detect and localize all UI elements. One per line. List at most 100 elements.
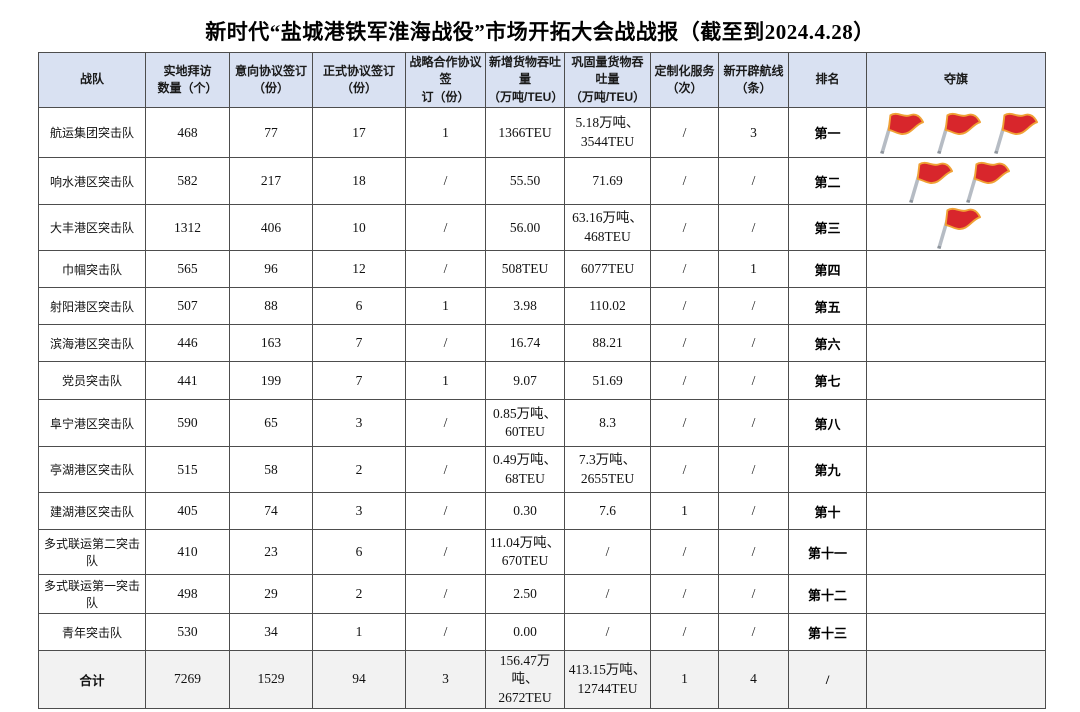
custom-service-cell: 1	[650, 492, 719, 531]
new-throughput-cell: 508TEU	[485, 250, 565, 289]
new-throughput-cell: 1366TEU	[485, 107, 565, 159]
red-flag-icon	[965, 161, 1010, 203]
strategic-cell: 3	[405, 650, 486, 709]
new-routes-cell: /	[718, 204, 789, 252]
strategic-cell: /	[405, 574, 486, 615]
rank-cell: 第九	[788, 446, 867, 494]
strategic-cell: 1	[405, 107, 486, 159]
rank-cell: 第十三	[788, 613, 867, 652]
formal-cell: 94	[312, 650, 406, 709]
consolidated-cell: 88.21	[564, 324, 651, 363]
custom-service-cell: 1	[650, 650, 719, 709]
visits-cell: 410	[145, 529, 230, 576]
intent-cell: 29	[229, 574, 313, 615]
team-cell: 巾帼突击队	[38, 250, 146, 289]
consolidated-cell: 7.3万吨、 2655TEU	[564, 446, 651, 494]
column-header-5: 新增货物吞吐量 （万吨/TEU）	[485, 51, 565, 109]
team-cell: 亭湖港区突击队	[38, 446, 146, 494]
team-cell: 大丰港区突击队	[38, 204, 146, 252]
intent-cell: 96	[229, 250, 313, 289]
intent-cell: 88	[229, 287, 313, 326]
table-body: 航运集团突击队 468 77 17 1 1366TEU 5.18万吨、 3544TEU/3 第…	[38, 107, 1046, 709]
formal-cell: 3	[312, 492, 406, 531]
flag-cell	[866, 399, 1046, 448]
visits-cell: 530	[145, 613, 230, 652]
red-flag-icon	[937, 208, 982, 250]
consolidated-cell: 110.02	[564, 287, 651, 326]
new-throughput-cell: 0.49万吨、 68TEU	[485, 446, 565, 494]
team-cell: 多式联运第二突击队	[38, 529, 146, 576]
table-row: 阜宁港区突击队 590 65 3/0.85万吨、 60TEU 8.3// 第八	[38, 399, 1046, 448]
consolidated-cell: /	[564, 574, 651, 615]
formal-cell: 6	[312, 529, 406, 576]
consolidated-cell: 71.69	[564, 157, 651, 206]
red-flag-icon	[908, 161, 953, 203]
flag-cell	[866, 324, 1046, 363]
rank-cell: 第十一	[788, 529, 867, 576]
visits-cell: 565	[145, 250, 230, 289]
consolidated-cell: 51.69	[564, 361, 651, 401]
new-throughput-cell: 2.50	[485, 574, 565, 615]
battle-report-table: 战队 实地拜访 数量（个） 意向协议签订 （份） 正式协议签订 （份） 战略合作协议签 …	[38, 51, 1046, 709]
new-routes-cell: /	[718, 157, 789, 206]
rank-cell: 第一	[788, 107, 867, 159]
team-cell: 阜宁港区突击队	[38, 399, 146, 448]
strategic-cell: 1	[405, 361, 486, 401]
new-routes-cell: /	[718, 361, 789, 401]
rank-cell: 第五	[788, 287, 867, 326]
column-header-1: 实地拜访 数量（个）	[145, 51, 230, 109]
strategic-cell: /	[405, 157, 486, 206]
table-row: 响水港区突击队 582 217 18/55.50 71.69// 第二	[38, 157, 1046, 206]
flag-cell	[866, 287, 1046, 326]
formal-cell: 17	[312, 107, 406, 159]
new-throughput-cell: 0.85万吨、 60TEU	[485, 399, 565, 448]
formal-cell: 3	[312, 399, 406, 448]
visits-cell: 590	[145, 399, 230, 448]
custom-service-cell: /	[650, 324, 719, 363]
column-header-10: 夺旗	[866, 51, 1046, 109]
report-title: 新时代“盐城港铁军淮海战役”市场开拓大会战战报（截至到2024.4.28）	[205, 20, 875, 44]
formal-cell: 12	[312, 250, 406, 289]
rank-cell: 第二	[788, 157, 867, 206]
consolidated-cell: 63.16万吨、 468TEU	[564, 204, 651, 252]
intent-cell: 34	[229, 613, 313, 652]
visits-cell: 515	[145, 446, 230, 494]
consolidated-cell: 6077TEU	[564, 250, 651, 289]
custom-service-cell: /	[650, 287, 719, 326]
intent-cell: 1529	[229, 650, 313, 709]
new-routes-cell: /	[718, 613, 789, 652]
intent-cell: 163	[229, 324, 313, 363]
strategic-cell: /	[405, 250, 486, 289]
flag-cell	[866, 574, 1046, 615]
rank-cell: 第八	[788, 399, 867, 448]
custom-service-cell: /	[650, 574, 719, 615]
flag-cell	[866, 650, 1046, 709]
team-cell: 青年突击队	[38, 613, 146, 652]
flags-group	[868, 206, 1045, 250]
strategic-cell: /	[405, 613, 486, 652]
visits-cell: 405	[145, 492, 230, 531]
custom-service-cell: /	[650, 446, 719, 494]
visits-cell: 582	[145, 157, 230, 206]
flag-cell	[866, 361, 1046, 401]
strategic-cell: /	[405, 492, 486, 531]
intent-cell: 217	[229, 157, 313, 206]
formal-cell: 1	[312, 613, 406, 652]
custom-service-cell: /	[650, 157, 719, 206]
rank-cell: 第十二	[788, 574, 867, 615]
rank-cell: /	[788, 650, 867, 709]
new-throughput-cell: 55.50	[485, 157, 565, 206]
formal-cell: 7	[312, 324, 406, 363]
new-throughput-cell: 0.00	[485, 613, 565, 652]
header-row: 战队 实地拜访 数量（个） 意向协议签订 （份） 正式协议签订 （份） 战略合作协议签 …	[38, 51, 1046, 109]
intent-cell: 58	[229, 446, 313, 494]
custom-service-cell: /	[650, 204, 719, 252]
column-header-9: 排名	[788, 51, 867, 109]
table-row: 航运集团突击队 468 77 17 1 1366TEU 5.18万吨、 3544TEU/3 第…	[38, 107, 1046, 159]
column-header-8: 新开辟航线 （条）	[718, 51, 789, 109]
new-routes-cell: /	[718, 287, 789, 326]
flag-cell	[866, 613, 1046, 652]
rank-cell: 第十	[788, 492, 867, 531]
table-row: 大丰港区突击队 1312 406 10/56.00 63.16万吨、 468TEU / / 第…	[38, 204, 1046, 252]
table-row: 滨海港区突击队 446 163 7/16.74 88.21// 第六	[38, 324, 1046, 363]
